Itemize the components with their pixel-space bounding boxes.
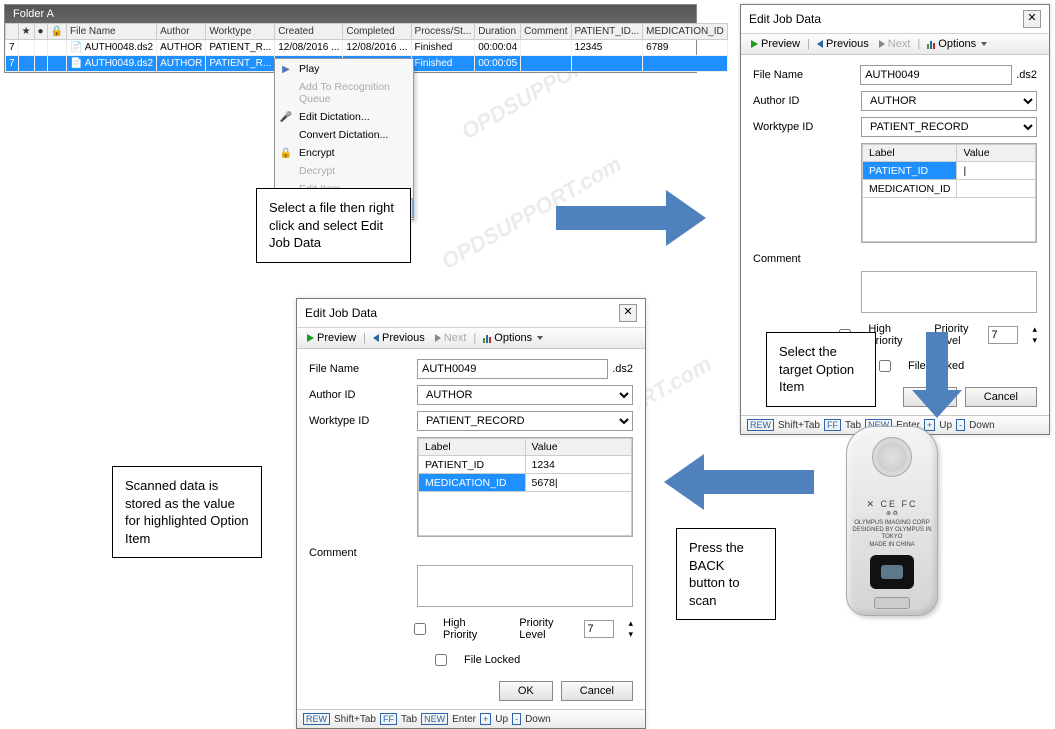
menu-item: Add To Recognition Queue [275,78,413,108]
key-help-bar: REWShift+TabFFTabNEWEnter+Up-Down [297,709,645,728]
previous-button[interactable]: Previous [813,37,873,51]
menu-item[interactable]: 🔒Encrypt [275,144,413,162]
option-items-grid[interactable]: LabelValuePATIENT_ID|MEDICATION_ID [862,144,1036,242]
worktype-label: Worktype ID [309,415,409,427]
worktype-select[interactable]: PATIENT_RECORD [861,117,1037,137]
preview-button[interactable]: Preview [747,37,804,51]
priority-level-input[interactable] [988,326,1018,344]
file-locked-checkbox[interactable] [435,654,447,666]
high-priority-label: High Priority [443,617,491,641]
high-priority-checkbox[interactable] [414,623,426,635]
table-header[interactable]: Comment [521,24,571,40]
comment-textarea[interactable] [861,271,1037,313]
table-header[interactable]: ● [34,24,47,40]
table-header[interactable]: 🔒 [47,24,66,40]
dialog-title: Edit Job Data [749,12,821,26]
stepper-icon[interactable]: ▴▾ [1032,324,1037,346]
filename-label: File Name [753,69,852,81]
comment-label: Comment [753,253,853,265]
menu-item[interactable]: Convert Dictation... [275,126,413,144]
table-header[interactable]: Created [275,24,343,40]
authorid-select[interactable]: AUTHOR [861,91,1037,111]
recorder-device: ✕ CE FC ⊗ ♻ OLYMPUS IMAGING CORP DESIGNE… [826,426,958,626]
previous-button[interactable]: Previous [369,331,429,345]
table-header[interactable]: Completed [343,24,411,40]
authorid-select[interactable]: AUTHOR [417,385,633,405]
filename-input[interactable] [417,359,608,379]
close-button[interactable]: ✕ [619,304,637,322]
priority-level-input[interactable] [584,620,614,638]
worktype-select[interactable]: PATIENT_RECORD [417,411,633,431]
grid-row[interactable]: PATIENT_ID| [863,162,1036,180]
table-header[interactable]: ★ [18,24,34,40]
next-button: Next [431,331,471,345]
dialog-toolbar: Preview|PreviousNext|Options [741,34,1049,55]
authorid-label: Author ID [309,389,409,401]
grid-row[interactable]: MEDICATION_ID5678| [419,474,632,492]
dialog-title: Edit Job Data [305,306,377,320]
table-row[interactable]: 7📄 AUTH0048.ds2AUTHORPATIENT_R...12/08/2… [6,40,728,56]
close-button[interactable]: ✕ [1023,10,1041,28]
table-header[interactable]: Process/St... [411,24,475,40]
ok-button[interactable]: OK [499,681,553,701]
menu-item: Decrypt [275,162,413,180]
file-ext: .ds2 [612,363,633,375]
arrow-down [912,332,962,421]
instruction-1: Select a file then right click and selec… [256,188,411,263]
cancel-button[interactable]: Cancel [965,387,1037,407]
comment-textarea[interactable] [417,565,633,607]
menu-item[interactable]: ▶Play [275,60,413,78]
comment-label: Comment [309,547,409,559]
priority-level-label: Priority Level [519,617,570,641]
edit-job-data-dialog-2: Edit Job Data ✕ Preview|PreviousNext|Optio… [296,298,646,729]
device-back-button[interactable] [870,555,914,589]
table-header[interactable]: Author [157,24,206,40]
table-header[interactable]: Duration [475,24,521,40]
arrow-right-1 [556,190,706,249]
cancel-button[interactable]: Cancel [561,681,633,701]
filename-label: File Name [309,363,409,375]
table-header[interactable]: Worktype [206,24,275,40]
instruction-2: Select the target Option Item [766,332,876,407]
file-locked-label: File Locked [464,654,520,666]
authorid-label: Author ID [753,95,853,107]
worktype-label: Worktype ID [753,121,853,133]
option-items-grid[interactable]: LabelValuePATIENT_ID1234MEDICATION_ID567… [418,438,632,536]
file-ext: .ds2 [1016,69,1037,81]
table-header[interactable]: File Name [67,24,157,40]
table-header[interactable] [6,24,19,40]
file-locked-checkbox[interactable] [879,360,891,372]
menu-item[interactable]: 🎤Edit Dictation... [275,108,413,126]
table-header[interactable]: PATIENT_ID... [571,24,643,40]
instruction-4: Scanned data is stored as the value for … [112,466,262,558]
dialog-toolbar: Preview|PreviousNext|Options [297,328,645,349]
preview-button[interactable]: Preview [303,331,360,345]
grid-row[interactable]: MEDICATION_ID [863,180,1036,198]
filename-input[interactable] [860,65,1012,85]
window-title: Folder A [5,5,696,23]
options-button[interactable]: Options [479,331,547,345]
arrow-left [664,454,814,513]
table-header[interactable]: MEDICATION_ID [643,24,728,40]
instruction-3: Press the BACK button to scan [676,528,776,620]
grid-row[interactable]: PATIENT_ID1234 [419,456,632,474]
options-button[interactable]: Options [923,37,991,51]
next-button: Next [875,37,915,51]
